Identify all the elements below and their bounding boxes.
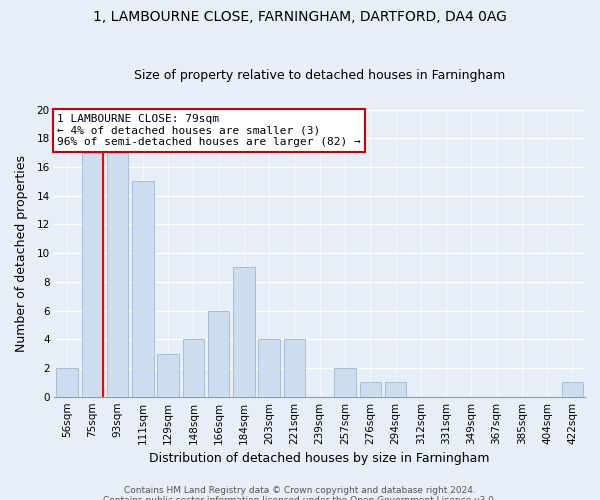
Bar — [385, 382, 406, 396]
Bar — [182, 340, 204, 396]
Bar — [233, 268, 254, 396]
Bar — [259, 340, 280, 396]
Bar — [208, 310, 229, 396]
Text: 1, LAMBOURNE CLOSE, FARNINGHAM, DARTFORD, DA4 0AG: 1, LAMBOURNE CLOSE, FARNINGHAM, DARTFORD… — [93, 10, 507, 24]
Bar — [132, 182, 154, 396]
Text: 1 LAMBOURNE CLOSE: 79sqm
← 4% of detached houses are smaller (3)
96% of semi-det: 1 LAMBOURNE CLOSE: 79sqm ← 4% of detache… — [57, 114, 361, 147]
Text: Contains HM Land Registry data © Crown copyright and database right 2024.: Contains HM Land Registry data © Crown c… — [124, 486, 476, 495]
Bar — [334, 368, 356, 396]
Bar — [107, 152, 128, 396]
Bar — [562, 382, 583, 396]
X-axis label: Distribution of detached houses by size in Farningham: Distribution of detached houses by size … — [149, 452, 490, 465]
Bar — [359, 382, 381, 396]
Title: Size of property relative to detached houses in Farningham: Size of property relative to detached ho… — [134, 69, 505, 82]
Bar — [284, 340, 305, 396]
Bar — [56, 368, 78, 396]
Text: Contains public sector information licensed under the Open Government Licence v3: Contains public sector information licen… — [103, 496, 497, 500]
Y-axis label: Number of detached properties: Number of detached properties — [15, 154, 28, 352]
Bar — [82, 152, 103, 396]
Bar — [157, 354, 179, 397]
